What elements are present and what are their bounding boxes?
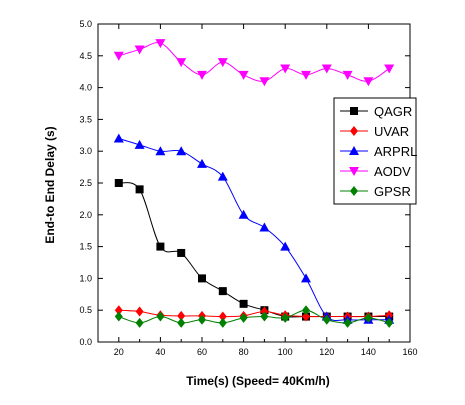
y-tick-label: 1.0 (79, 273, 92, 283)
data-point-arprl (217, 171, 228, 181)
x-axis-title: Time(s) (Speed= 40Km/h) (186, 374, 329, 388)
data-point-aodv (113, 51, 124, 61)
data-point-gpsr (156, 311, 165, 322)
x-tick-label: 120 (319, 347, 334, 357)
x-tick-label: 80 (239, 347, 249, 357)
y-tick-label: 3.0 (79, 146, 92, 156)
y-tick-label: 4.5 (79, 51, 92, 61)
data-point-gpsr (177, 317, 186, 328)
legend-marker-arprl (349, 146, 359, 155)
legend-label-qagr: QAGR (374, 104, 412, 119)
data-point-qagr (198, 274, 206, 283)
data-point-uvar (177, 310, 186, 321)
data-point-arprl (301, 273, 311, 283)
y-axis-title: End-to End Delay (s) (43, 126, 57, 243)
series-aodv (113, 39, 395, 87)
data-point-gpsr (281, 312, 290, 323)
data-point-aodv (259, 77, 270, 87)
data-point-aodv (176, 58, 187, 68)
x-tick-label: 140 (361, 347, 376, 357)
data-point-gpsr (364, 312, 373, 323)
data-point-uvar (302, 311, 310, 322)
data-point-gpsr (218, 317, 227, 328)
data-point-aodv (301, 70, 311, 80)
data-point-gpsr (239, 312, 248, 323)
data-point-gpsr (114, 311, 123, 322)
y-tick-label: 4.0 (79, 83, 92, 93)
y-tick-label: 0.0 (79, 337, 92, 347)
data-point-aodv (321, 64, 332, 74)
data-point-gpsr (343, 317, 352, 328)
data-point-gpsr (260, 311, 269, 322)
data-point-qagr (114, 179, 123, 187)
data-point-aodv (342, 70, 353, 80)
data-point-arprl (280, 241, 291, 251)
data-point-arprl (259, 222, 270, 232)
data-point-aodv (363, 77, 374, 87)
data-point-gpsr (302, 305, 310, 316)
data-point-uvar (135, 306, 144, 317)
legend-label-arprl: ARPRL (374, 144, 417, 159)
data-point-aodv (155, 39, 166, 49)
data-point-uvar (260, 306, 269, 317)
legend-marker-aodv (349, 167, 359, 176)
x-tick-label: 60 (197, 347, 207, 357)
data-point-arprl (176, 146, 187, 156)
data-point-aodv (384, 64, 395, 74)
data-point-arprl (238, 209, 249, 219)
legend-marker-gpsr (350, 186, 358, 196)
data-point-aodv (134, 45, 145, 55)
y-tick-label: 3.5 (79, 114, 92, 124)
y-tick-label: 2.5 (79, 178, 92, 188)
data-point-qagr (218, 287, 227, 296)
legend-marker-uvar (350, 126, 358, 136)
legend-label-aodv: AODV (374, 164, 411, 179)
data-point-aodv (238, 70, 249, 80)
legend-label-uvar: UVAR (374, 124, 409, 139)
legend-label-gpsr: GPSR (374, 184, 411, 199)
y-tick-label: 0.5 (79, 305, 92, 315)
legend-marker-qagr (350, 107, 358, 115)
data-point-arprl (113, 133, 124, 143)
data-point-aodv (197, 70, 207, 80)
data-point-qagr (156, 242, 165, 251)
y-tick-label: 5.0 (79, 19, 92, 29)
axes: 20 40 60 80 100 120 140 160 0.0 0.5 1.0 1.5 2.0 2.5 3.… (79, 19, 417, 357)
data-point-gpsr (322, 314, 331, 325)
data-point-arprl (134, 139, 145, 149)
data-point-aodv (280, 64, 291, 74)
x-tick-label: 20 (114, 347, 124, 357)
data-point-qagr (135, 185, 144, 194)
data-point-uvar (114, 305, 123, 316)
data-point-gpsr (135, 317, 144, 328)
data-point-aodv (217, 58, 228, 68)
legend: QAGR UVAR ARPRL AODV GPSR (333, 97, 417, 205)
data-point-arprl (197, 158, 207, 168)
series-layer (113, 39, 395, 328)
data-point-qagr (239, 299, 248, 308)
x-tick-label: 40 (155, 347, 165, 357)
data-point-uvar (218, 311, 227, 322)
y-tick-label: 2.0 (79, 210, 92, 220)
data-point-arprl (155, 146, 166, 156)
data-point-gpsr (198, 314, 206, 325)
data-point-gpsr (385, 317, 394, 328)
series-gpsr (114, 305, 394, 328)
x-tick-label: 100 (278, 347, 293, 357)
y-tick-label: 1.5 (79, 242, 92, 252)
data-point-qagr (177, 248, 186, 257)
x-tick-label: 160 (402, 347, 417, 357)
